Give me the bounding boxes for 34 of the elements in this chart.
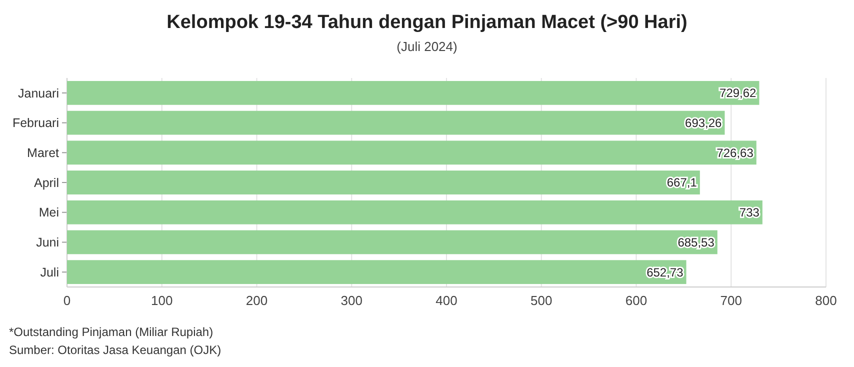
chart-title: Kelompok 19-34 Tahun dengan Pinjaman Macet (>90 Hari) — [166, 12, 688, 33]
data-label: 726,63 — [716, 146, 754, 160]
text: *Outstanding Pinjaman (Miliar Rupiah) — [9, 325, 214, 339]
x-tick-label: 0 — [63, 293, 71, 308]
bar — [67, 230, 718, 254]
bar — [67, 80, 760, 105]
y-tick-label: Februari — [12, 116, 59, 130]
y-tick-label: Januari — [18, 86, 59, 100]
y-tick-label: Maret — [27, 146, 60, 160]
bar — [67, 260, 686, 284]
text: Sumber: Otoritas Jasa Keuangan (OJK) — [9, 343, 222, 357]
bar — [67, 200, 762, 224]
data-label: 652,73 — [646, 265, 684, 280]
data-label: 685,53 — [678, 235, 715, 250]
y-tick-label: Mei — [38, 206, 59, 220]
x-tick-label: 800 — [815, 293, 837, 308]
x-tick-label: 700 — [720, 293, 742, 308]
x-tick-label: 100 — [151, 293, 173, 308]
x-tick-label: 200 — [246, 293, 268, 308]
data-label: 667,1 — [666, 176, 698, 190]
data-label: 729,62 — [720, 86, 757, 100]
x-tick-label: 500 — [530, 293, 552, 308]
bar — [67, 140, 756, 165]
x-tick-label: 300 — [340, 293, 362, 308]
bar — [67, 110, 725, 135]
bar — [67, 170, 700, 194]
data-label: 693,26 — [685, 116, 722, 130]
y-tick-label: Juni — [36, 236, 59, 250]
x-tick-label: 400 — [436, 293, 458, 308]
data-label: 733 — [739, 206, 760, 220]
y-tick-label: Juli — [40, 265, 59, 280]
chart-subtitle: (Juli 2024) — [396, 39, 458, 54]
y-tick-label: April — [34, 176, 59, 190]
x-tick-label: 600 — [625, 293, 648, 308]
